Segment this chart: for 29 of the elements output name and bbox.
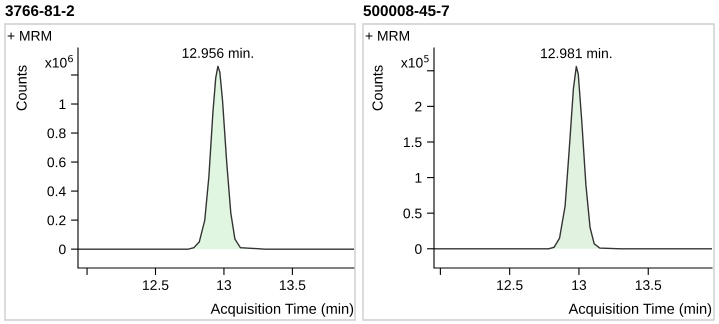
y-tick-label: 1 [416, 173, 422, 183]
y-tick-label: 0 [59, 244, 66, 254]
annotation: 12.956 min. [182, 48, 253, 58]
x-tick-label: 12.5 [143, 280, 168, 290]
x-tick-label: 13.5 [636, 280, 662, 290]
text: + MRM [8, 31, 51, 41]
y-tick-label: 0.8 [47, 128, 66, 138]
x-axis-title: Acquisition Time (min) [568, 303, 712, 317]
chart-title: 3766-81-2 [5, 5, 74, 16]
x-tick-label: 13 [572, 280, 586, 290]
y-tick-label: 0.4 [47, 186, 66, 196]
text: x10$^{5}$ [400, 55, 429, 68]
text: + MRM [366, 31, 409, 41]
x-axis-title: Acquisition Time (min) [210, 303, 354, 317]
y-axis-title: Counts [16, 65, 27, 110]
y-axis-title: Counts [372, 65, 383, 110]
chart-title: 500008-45-7 [363, 5, 449, 16]
x-tick-label: 13.5 [280, 280, 306, 290]
y-tick-label: 0 [415, 244, 422, 254]
x-tick-label: 12.5 [497, 280, 523, 290]
y-tick-label: 2 [415, 102, 422, 112]
y-tick-label: 1.5 [404, 137, 422, 148]
y-tick-label: 0.6 [47, 157, 66, 168]
text: x10$^{6}$ [44, 54, 73, 68]
y-tick-label: 0.2 [47, 215, 66, 226]
x-tick-label: 13 [217, 280, 232, 290]
y-tick-label: 0.5 [403, 208, 422, 218]
annotation: 12.981 min. [541, 48, 612, 58]
y-tick-label: 1 [60, 99, 66, 110]
